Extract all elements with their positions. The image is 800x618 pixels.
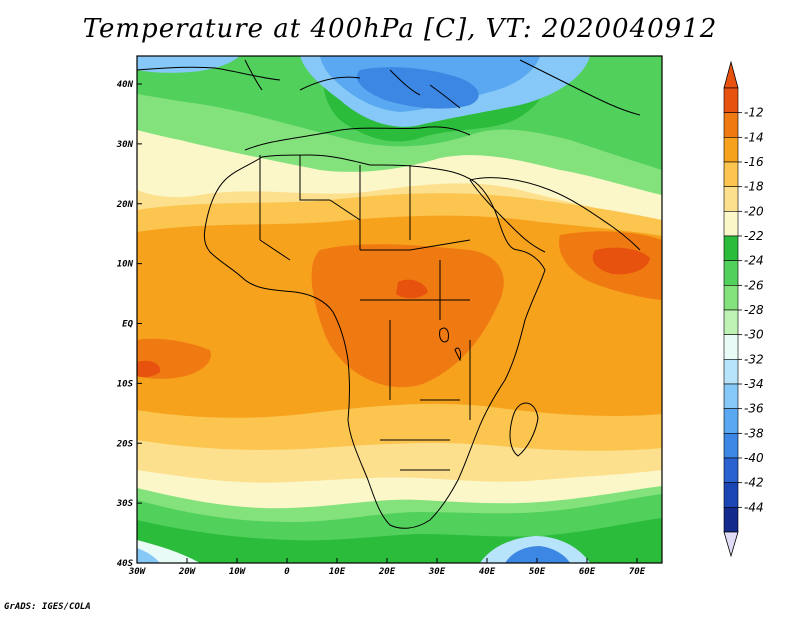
colorbar-swatch	[723, 482, 739, 508]
lat-tick-label: 10S	[117, 379, 134, 389]
colorbar-label: -44	[744, 500, 764, 514]
colorbar-swatch	[723, 186, 739, 212]
colorbar-swatch	[723, 309, 739, 335]
field-band-bluedeep-south	[505, 546, 570, 563]
colorbar-swatch	[723, 285, 739, 311]
colorbar-swatch	[723, 87, 739, 113]
colorbar-label: -12	[744, 106, 764, 120]
colorbar-swatch	[723, 260, 739, 286]
lat-tick-label: 40N	[117, 80, 134, 90]
madagascar	[509, 402, 539, 457]
colorbar-bottom-arrow	[723, 531, 739, 558]
lon-tick-label: 60E	[579, 567, 596, 577]
lat-tick-label: 20S	[116, 439, 134, 449]
lat-tick-label: 30N	[116, 140, 134, 150]
colorbar-swatch	[723, 408, 739, 434]
chart-title: Temperature at 400hPa [C], VT: 202004091…	[82, 14, 718, 44]
colorbar-swatch	[723, 235, 739, 261]
africa-coastline	[203, 154, 546, 529]
latitude-axis: 40N 30N 20N 10N EQ 10S 20S 30S 40S	[116, 80, 142, 569]
longitude-axis: 30W 20W 10W 0 10E 20E 30E 40E 50E 60E 70E	[128, 558, 646, 577]
colorbar-top-arrow	[723, 60, 739, 89]
colorbar-label: -16	[744, 155, 764, 169]
colorbar-swatch	[723, 137, 739, 163]
arabia-coastline	[469, 177, 641, 253]
colorbar-swatch	[723, 112, 739, 138]
colorbar-swatch	[723, 161, 739, 187]
lon-tick-label: 30W	[128, 567, 147, 577]
colorbar-label: -26	[744, 278, 764, 292]
colorbar-swatch	[723, 211, 739, 237]
lon-tick-label: 30E	[428, 567, 446, 577]
field-band-red-east	[592, 247, 650, 275]
colorbar-swatch	[723, 383, 739, 409]
lat-tick-label: 30S	[116, 499, 134, 509]
field-band-red-central	[396, 279, 428, 299]
lon-tick-label: 0	[284, 567, 290, 577]
lon-tick-label: 20W	[178, 567, 197, 577]
plot-frame	[136, 55, 663, 564]
lon-tick-label: 70E	[629, 567, 646, 577]
colorbar-swatch	[723, 433, 739, 459]
europe-coast	[137, 59, 641, 116]
colorbar-swatch	[723, 507, 739, 533]
colorbar-swatch	[723, 334, 739, 360]
colorbar-label: -18	[744, 180, 764, 194]
lat-tick-label: EQ	[122, 320, 133, 330]
colorbar-label: -42	[744, 476, 764, 490]
temperature-field	[137, 56, 662, 563]
colorbar-label: -24	[744, 254, 764, 268]
lon-tick-label: 10E	[329, 567, 346, 577]
coastlines	[137, 59, 641, 529]
colorbar-label: -14	[744, 130, 764, 144]
colorbar-swatch	[723, 359, 739, 385]
colorbar: -12 -14 -16 -18 -20 -22 -24 -26 -28 -30 -32 -34 -36 -…	[723, 60, 764, 558]
colorbar-label: -32	[744, 352, 764, 366]
lat-tick-label: 40S	[117, 559, 134, 569]
great-lakes	[439, 327, 461, 362]
lon-tick-label: 20E	[378, 567, 396, 577]
lat-tick-label: 20N	[116, 200, 134, 210]
mediterranean-coast	[244, 69, 471, 151]
colorbar-label: -20	[744, 204, 764, 218]
colorbar-label: -28	[744, 303, 764, 317]
credit-text: GrADS: IGES/COLA	[4, 602, 91, 612]
lon-tick-label: 40E	[479, 567, 496, 577]
lon-tick-label: 10W	[229, 567, 247, 577]
country-borders	[259, 155, 471, 471]
colorbar-label: -34	[744, 377, 764, 391]
lat-tick-label: 10N	[117, 260, 134, 270]
colorbar-label: -22	[744, 229, 764, 243]
field-band-bluelight-southwest	[137, 548, 160, 563]
field-band-red-west	[137, 360, 161, 378]
colorbar-label: -36	[744, 402, 764, 416]
colorbar-label: -38	[744, 426, 764, 440]
colorbar-label: -30	[744, 328, 764, 342]
lon-tick-label: 50E	[529, 567, 546, 577]
colorbar-swatch	[723, 457, 739, 483]
colorbar-label: -40	[744, 451, 764, 465]
